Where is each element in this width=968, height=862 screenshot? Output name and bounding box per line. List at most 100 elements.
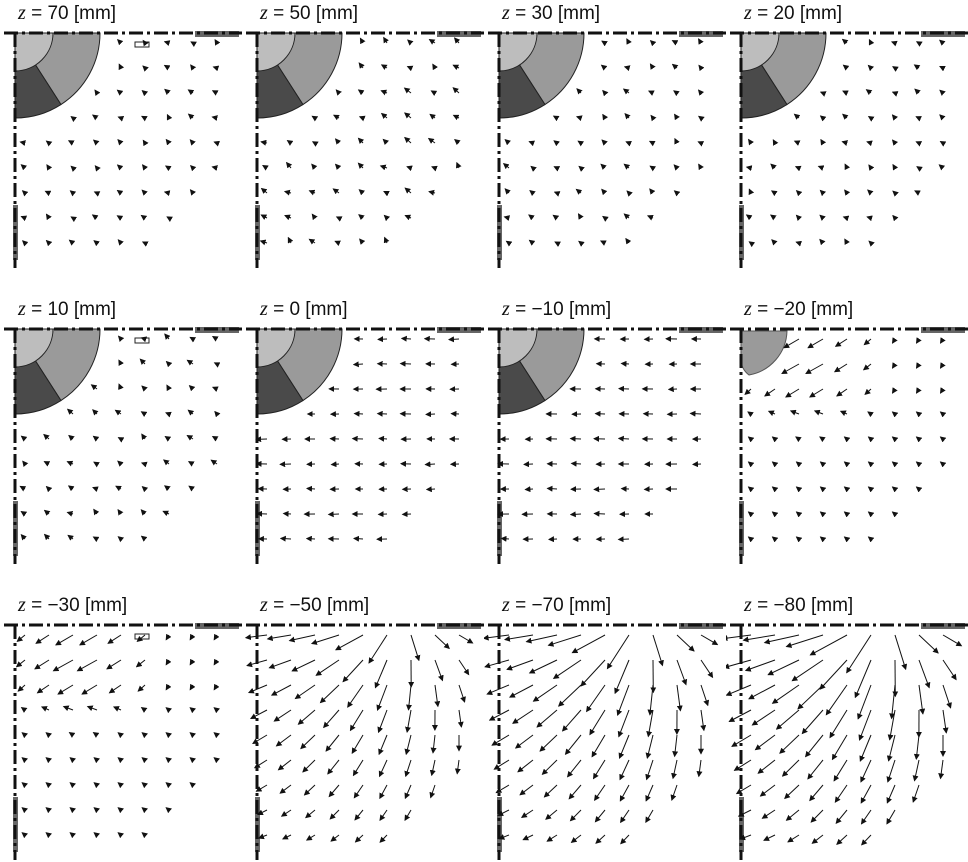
velocity-arrow: [70, 808, 73, 810]
velocity-arrow: [380, 760, 388, 776]
velocity-arrow: [431, 91, 435, 93]
velocity-arrow: [869, 462, 872, 464]
velocity-arrow: [815, 411, 823, 414]
velocity-arrow: [650, 189, 653, 193]
velocity-arrow: [726, 660, 751, 668]
velocity-arrow: [58, 685, 73, 694]
vector-panel: z = −20 [mm]: [726, 296, 968, 566]
velocity-arrow: [215, 363, 217, 364]
velocity-arrow: [142, 190, 145, 193]
velocity-arrow: [47, 165, 49, 168]
velocity-arrow: [746, 660, 775, 671]
velocity-arrow: [118, 191, 122, 194]
velocity-arrow: [335, 241, 339, 243]
velocity-arrow: [651, 116, 653, 119]
velocity-arrow: [47, 141, 50, 143]
velocity-arrow: [698, 142, 701, 143]
velocity-arrow: [214, 635, 217, 640]
velocity-arrow: [427, 489, 435, 490]
velocity-arrow: [329, 785, 339, 797]
velocity-arrow: [844, 65, 848, 68]
velocity-arrow: [820, 240, 823, 244]
velocity-arrow: [331, 835, 339, 841]
velocity-arrow: [426, 414, 435, 415]
velocity-arrow: [893, 140, 895, 143]
velocity-arrow: [504, 164, 509, 168]
velocity-arrow: [118, 833, 121, 835]
velocity-arrow: [572, 463, 581, 464]
panel-plot: [484, 592, 726, 862]
velocity-arrow: [785, 785, 799, 798]
velocity-arrow: [747, 215, 751, 218]
velocity-arrow: [116, 410, 122, 414]
velocity-arrow: [844, 217, 847, 218]
velocity-arrow: [384, 38, 387, 43]
velocity-arrow: [646, 810, 653, 822]
vector-panel: z = 30 [mm]: [484, 0, 726, 270]
velocity-arrow: [166, 783, 169, 785]
velocity-arrow: [213, 387, 217, 389]
velocity-arrow: [336, 139, 339, 143]
impeller-section: [499, 33, 584, 118]
velocity-arrow: [869, 437, 872, 439]
velocity-arrow: [95, 166, 97, 168]
velocity-arrow: [893, 339, 896, 343]
velocity-arrow: [797, 487, 800, 489]
velocity-arrow: [167, 385, 169, 389]
velocity-arrow: [143, 66, 145, 68]
velocity-arrow: [919, 685, 923, 714]
velocity-arrow: [520, 785, 533, 795]
velocity-arrow: [21, 535, 25, 539]
velocity-arrow: [549, 635, 582, 645]
velocity-arrow: [433, 735, 435, 753]
velocity-arrow: [334, 115, 339, 118]
velocity-arrow: [119, 64, 121, 68]
velocity-arrow: [407, 167, 411, 168]
velocity-arrow: [454, 115, 459, 118]
velocity-arrow: [459, 635, 473, 643]
velocity-arrow: [797, 191, 799, 193]
velocity-arrow: [143, 165, 145, 168]
velocity-arrow: [401, 364, 411, 365]
velocity-arrow: [577, 89, 581, 93]
velocity-arrow: [577, 117, 581, 118]
velocity-arrow: [457, 760, 459, 774]
velocity-arrow: [282, 810, 291, 816]
velocity-arrow: [773, 462, 776, 464]
velocity-arrow: [93, 215, 97, 218]
velocity-arrow: [433, 64, 435, 68]
velocity-arrow: [620, 760, 629, 780]
velocity-arrow: [795, 141, 799, 143]
velocity-arrow: [651, 41, 653, 43]
velocity-arrow: [523, 835, 533, 840]
velocity-arrow: [505, 140, 509, 143]
velocity-arrow: [843, 114, 847, 118]
velocity-arrow: [70, 783, 73, 785]
velocity-arrow: [940, 40, 943, 43]
velocity-arrow: [868, 66, 871, 69]
velocity-arrow: [554, 167, 557, 168]
velocity-arrow: [627, 39, 629, 43]
velocity-arrow: [749, 242, 751, 243]
velocity-arrow: [337, 217, 339, 218]
velocity-arrow: [411, 635, 419, 660]
velocity-arrow: [165, 89, 169, 93]
velocity-arrow: [312, 116, 315, 118]
velocity-arrow: [288, 238, 291, 243]
vector-panel: z = −80 [mm]: [726, 592, 968, 862]
velocity-arrow: [913, 785, 919, 802]
velocity-arrow: [603, 115, 605, 118]
velocity-arrow: [647, 760, 653, 779]
velocity-arrow: [402, 338, 411, 339]
velocity-arrow: [425, 464, 435, 465]
velocity-arrow: [893, 412, 896, 414]
velocity-arrow: [943, 710, 946, 733]
velocity-arrow: [190, 635, 193, 640]
velocity-arrow: [555, 192, 557, 193]
velocity-arrow: [845, 537, 848, 539]
velocity-arrow: [727, 685, 752, 695]
velocity-arrow: [649, 91, 653, 93]
velocity-arrow: [190, 758, 193, 760]
panel-plot: [0, 0, 242, 270]
velocity-arrow: [301, 735, 315, 749]
